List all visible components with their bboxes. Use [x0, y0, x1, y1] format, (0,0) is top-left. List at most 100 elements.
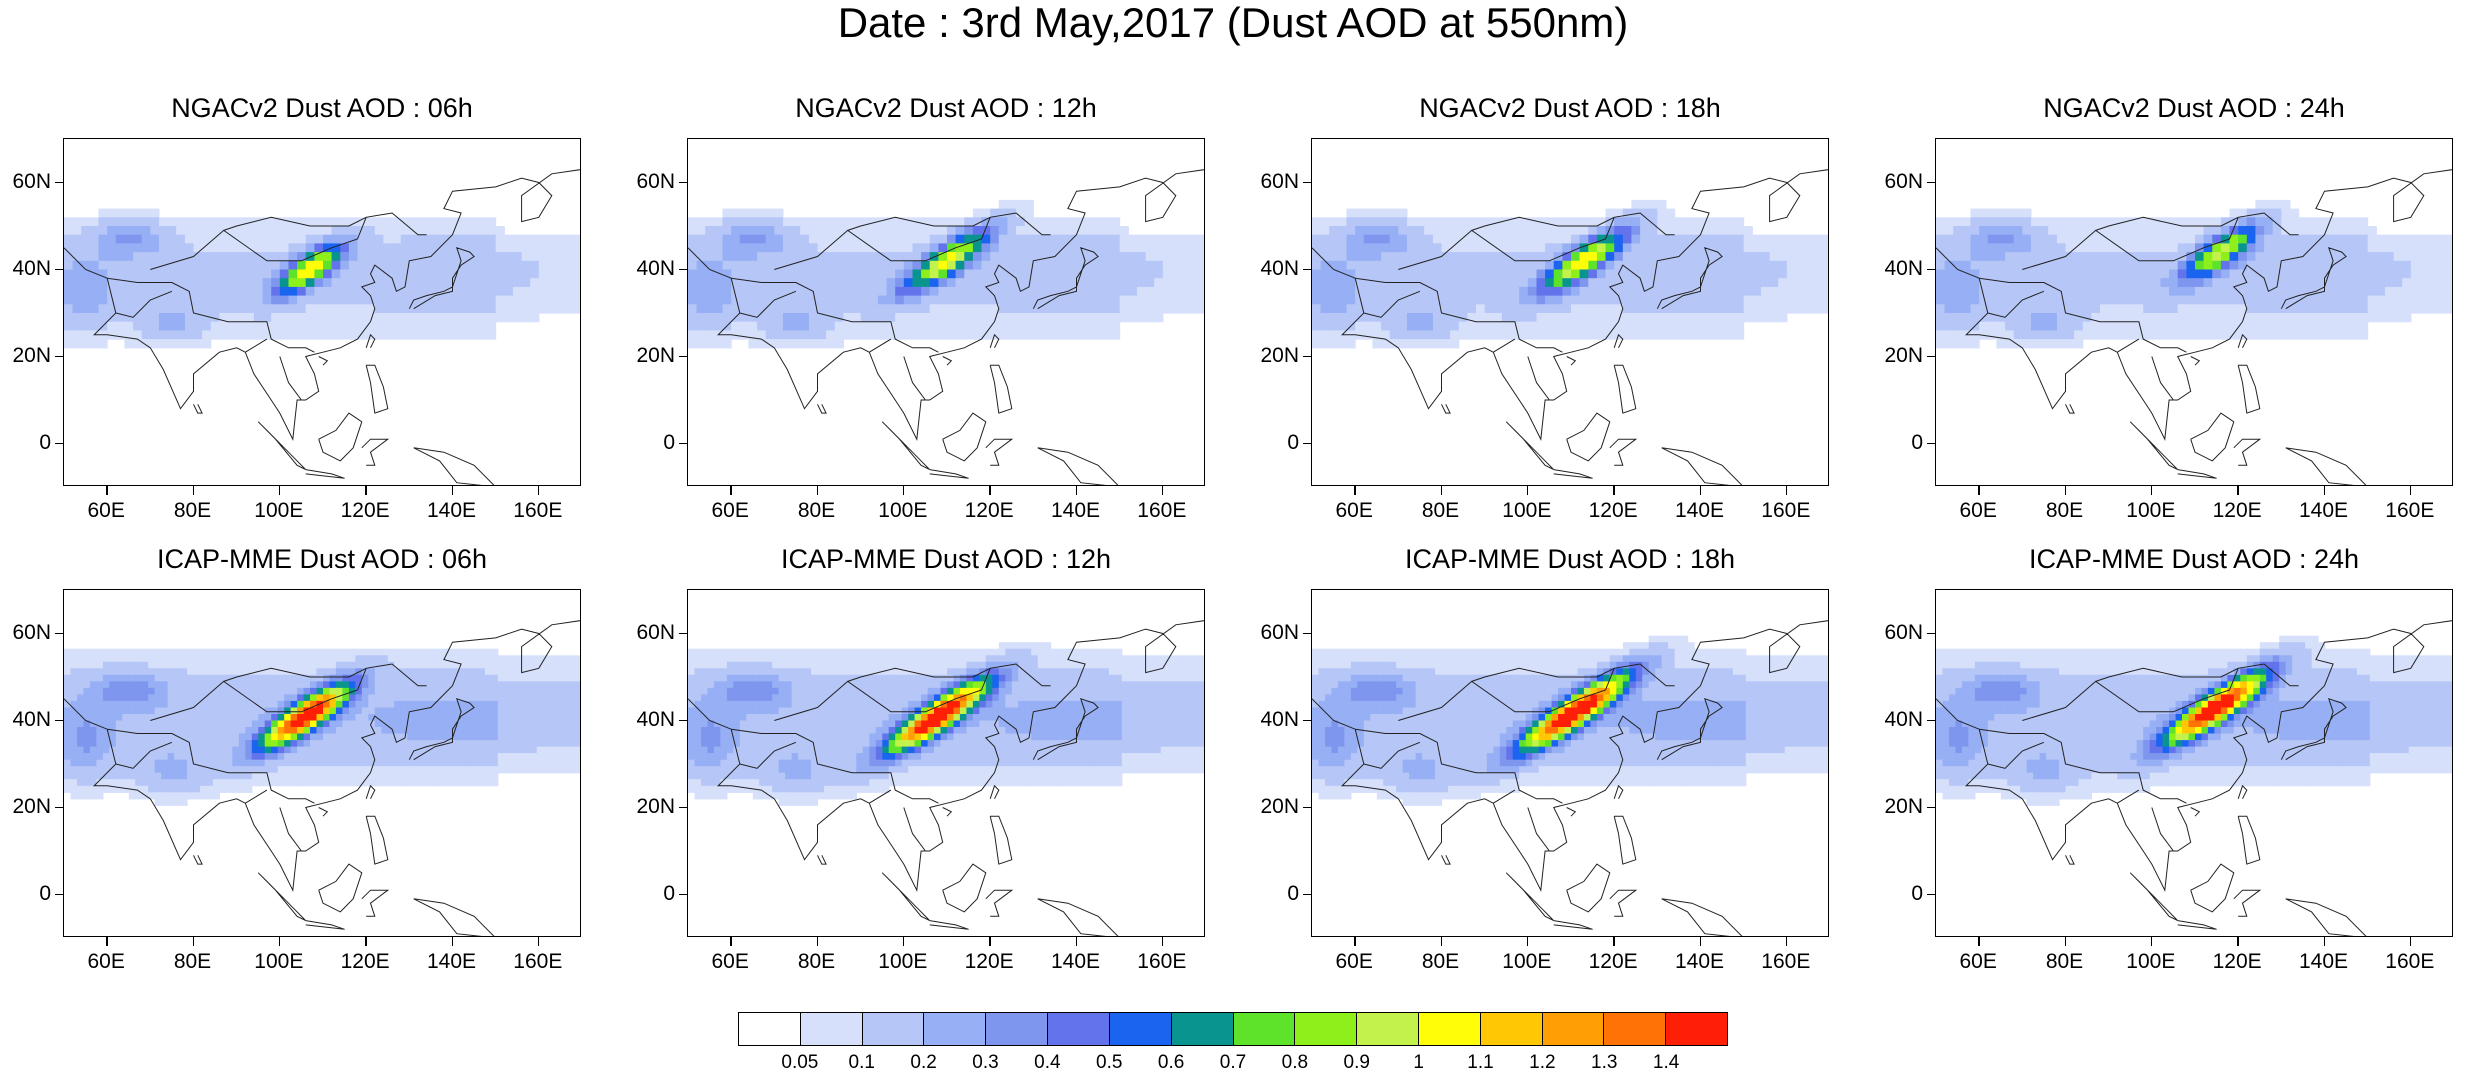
lon-label: 160E: [503, 500, 573, 522]
lon-label: 120E: [954, 500, 1024, 522]
lon-tick: [2324, 486, 2326, 495]
panel-title: NGACv2 Dust AOD : 24h: [1915, 93, 2466, 123]
lat-label: 0: [1863, 883, 1923, 905]
lon-tick: [106, 486, 108, 495]
lon-label: 160E: [2375, 500, 2445, 522]
lon-tick: [2410, 486, 2412, 495]
lon-label: 160E: [2375, 951, 2445, 973]
lon-label: 140E: [2289, 500, 2359, 522]
lon-tick: [538, 486, 540, 495]
colorbar-swatch: [1419, 1013, 1481, 1045]
colorbar-swatch: [1110, 1013, 1172, 1045]
lon-tick: [903, 486, 905, 495]
lon-label: 160E: [1127, 500, 1197, 522]
panel-title: ICAP-MME Dust AOD : 06h: [43, 544, 601, 574]
lon-tick: [193, 937, 195, 946]
colorbar-swatch: [986, 1013, 1048, 1045]
lon-tick: [365, 486, 367, 495]
lat-label: 40N: [1863, 709, 1923, 731]
panel-title: ICAP-MME Dust AOD : 18h: [1291, 544, 1849, 574]
lon-tick: [1978, 486, 1980, 495]
panel-title: NGACv2 Dust AOD : 12h: [667, 93, 1225, 123]
colorbar-swatch: [1048, 1013, 1110, 1045]
lat-tick: [55, 182, 63, 184]
lon-tick: [1613, 937, 1615, 946]
lon-label: 120E: [2202, 951, 2272, 973]
lon-tick: [2151, 937, 2153, 946]
aod-field: [64, 590, 581, 937]
aod-field: [1312, 139, 1829, 486]
lat-label: 0: [0, 432, 51, 454]
lon-label: 140E: [1041, 500, 1111, 522]
lat-label: 20N: [1239, 345, 1299, 367]
lon-tick: [1076, 937, 1078, 946]
lon-tick: [1076, 486, 1078, 495]
lon-label: 80E: [2030, 951, 2100, 973]
lon-tick: [193, 486, 195, 495]
map-panel: [1311, 589, 1829, 937]
map-panel: [63, 589, 581, 937]
lon-tick: [106, 937, 108, 946]
lat-tick: [679, 269, 687, 271]
panel-title: ICAP-MME Dust AOD : 24h: [1915, 544, 2466, 574]
lon-label: 80E: [782, 951, 852, 973]
colorbar-swatch: [1666, 1013, 1727, 1045]
panel-title: ICAP-MME Dust AOD : 12h: [667, 544, 1225, 574]
lon-tick: [2065, 486, 2067, 495]
lon-label: 60E: [1319, 951, 1389, 973]
lon-label: 80E: [158, 500, 228, 522]
lon-label: 140E: [417, 500, 487, 522]
lon-tick: [1162, 486, 1164, 495]
lon-label: 140E: [417, 951, 487, 973]
lat-tick: [1303, 633, 1311, 635]
lon-label: 60E: [695, 951, 765, 973]
colorbar-swatch: [739, 1013, 801, 1045]
lat-label: 40N: [1863, 258, 1923, 280]
lat-tick: [55, 807, 63, 809]
lon-label: 60E: [71, 951, 141, 973]
lon-label: 120E: [2202, 500, 2272, 522]
lat-tick: [1927, 443, 1935, 445]
lat-tick: [679, 356, 687, 358]
panel-title: NGACv2 Dust AOD : 06h: [43, 93, 601, 123]
lon-label: 160E: [503, 951, 573, 973]
colorbar-swatch: [1543, 1013, 1605, 1045]
lat-label: 40N: [1239, 709, 1299, 731]
lat-label: 0: [1863, 432, 1923, 454]
lon-tick: [1700, 486, 1702, 495]
lat-tick: [679, 182, 687, 184]
lat-label: 0: [0, 883, 51, 905]
colorbar-swatch: [863, 1013, 925, 1045]
lon-label: 120E: [330, 500, 400, 522]
lon-tick: [2324, 937, 2326, 946]
lat-label: 60N: [0, 171, 51, 193]
lat-label: 20N: [1863, 796, 1923, 818]
map-panel: [1311, 138, 1829, 486]
aod-field: [1936, 139, 2453, 486]
colorbar-swatch: [1295, 1013, 1357, 1045]
lon-label: 120E: [954, 951, 1024, 973]
lat-tick: [1303, 182, 1311, 184]
lon-tick: [2237, 486, 2239, 495]
lon-label: 100E: [2116, 951, 2186, 973]
lat-label: 20N: [1239, 796, 1299, 818]
lat-tick: [679, 443, 687, 445]
lon-label: 100E: [1492, 951, 1562, 973]
map-panel: [63, 138, 581, 486]
lat-label: 0: [615, 432, 675, 454]
lon-label: 120E: [1578, 500, 1648, 522]
lat-label: 20N: [0, 345, 51, 367]
lon-tick: [1700, 937, 1702, 946]
lat-label: 60N: [1239, 622, 1299, 644]
lon-label: 140E: [1665, 500, 1735, 522]
lat-label: 60N: [1863, 171, 1923, 193]
colorbar-swatch: [1481, 1013, 1543, 1045]
colorbar-swatch: [1172, 1013, 1234, 1045]
lon-label: 100E: [868, 951, 938, 973]
map-panel: [1935, 138, 2453, 486]
panel-title: NGACv2 Dust AOD : 18h: [1291, 93, 1849, 123]
lat-tick: [679, 807, 687, 809]
lon-label: 140E: [1041, 951, 1111, 973]
lon-tick: [1527, 937, 1529, 946]
lat-label: 40N: [615, 258, 675, 280]
